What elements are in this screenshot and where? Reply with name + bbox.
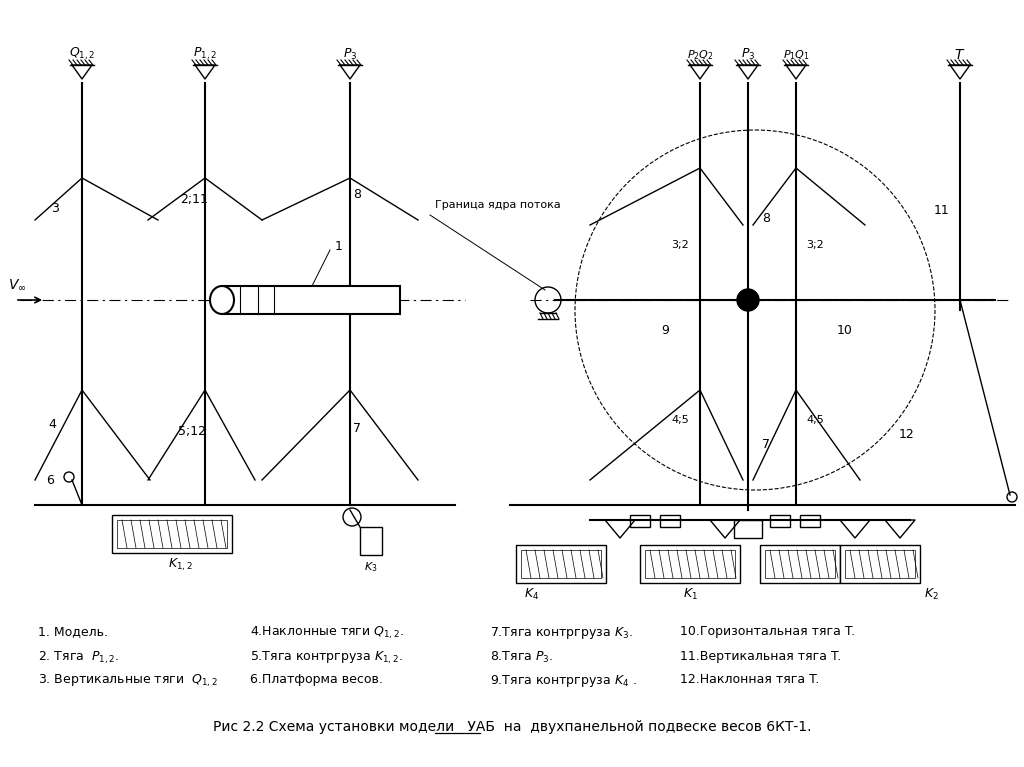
Text: Рис 2.2 Схема установки модели   УАБ  на  двухпанельной подвеске весов 6КТ-1.: Рис 2.2 Схема установки модели УАБ на дв… [213, 720, 811, 734]
Bar [840, 545, 920, 583]
Text: 10: 10 [837, 324, 853, 337]
Text: 2. Тяга  $P_{1,2}$.: 2. Тяга $P_{1,2}$. [38, 650, 120, 667]
Text: 11.Вертикальная тяга T.: 11.Вертикальная тяга T. [680, 650, 842, 663]
Text: $P_3$: $P_3$ [343, 47, 357, 62]
Text: 8: 8 [353, 189, 361, 202]
Text: 6: 6 [46, 473, 54, 486]
Text: $P_1Q_1$: $P_1Q_1$ [782, 48, 810, 62]
Text: 5.Тяга контргруза $K_{1,2}$.: 5.Тяга контргруза $K_{1,2}$. [250, 650, 402, 667]
Bar [845, 550, 915, 578]
Bar [660, 515, 680, 527]
Text: 4.Наклонные тяги $Q_{1,2}$.: 4.Наклонные тяги $Q_{1,2}$. [250, 625, 403, 641]
Text: 1: 1 [335, 241, 343, 254]
Text: 3: 3 [51, 202, 59, 215]
Bar [360, 527, 382, 555]
Text: 9: 9 [662, 324, 669, 337]
Bar [645, 550, 735, 578]
Text: $K_4$: $K_4$ [524, 587, 540, 602]
Text: 5;12: 5;12 [178, 426, 206, 439]
Circle shape [737, 289, 759, 311]
Text: $K_1$: $K_1$ [683, 587, 697, 602]
Text: 8.Тяга $P_3$.: 8.Тяга $P_3$. [490, 650, 553, 665]
Bar [770, 515, 790, 527]
Text: $P_{1,2}$: $P_{1,2}$ [193, 45, 217, 62]
Bar [112, 515, 232, 553]
Text: 6.Платформа весов.: 6.Платформа весов. [250, 673, 383, 686]
Bar [117, 520, 227, 548]
Text: 12: 12 [899, 429, 914, 442]
Text: 10.Горизонтальная тяга T.: 10.Горизонтальная тяга T. [680, 625, 855, 638]
Bar [765, 550, 835, 578]
Ellipse shape [210, 286, 234, 314]
Bar [640, 545, 740, 583]
Text: 3. Вертикальные тяги  $Q_{1,2}$: 3. Вертикальные тяги $Q_{1,2}$ [38, 673, 218, 690]
Text: 11: 11 [934, 203, 950, 216]
Text: 3;2: 3;2 [806, 240, 824, 250]
Bar [521, 550, 601, 578]
Text: 9.Тяга контргруза $K_4$ .: 9.Тяга контргруза $K_4$ . [490, 673, 637, 689]
Text: $T$: $T$ [954, 48, 966, 62]
Text: $Q_{1,2}$: $Q_{1,2}$ [69, 45, 95, 62]
Text: 7: 7 [762, 439, 770, 452]
Text: 7.Тяга контргруза $K_3$.: 7.Тяга контргруза $K_3$. [490, 625, 633, 641]
Bar [516, 545, 606, 583]
Text: 4;5: 4;5 [806, 415, 824, 425]
Text: 1. Модель.: 1. Модель. [38, 625, 108, 638]
Bar [800, 515, 820, 527]
Text: 3;2: 3;2 [671, 240, 689, 250]
Text: 12.Наклонная тяга T.: 12.Наклонная тяга T. [680, 673, 819, 686]
Text: 2;11: 2;11 [180, 193, 208, 206]
Text: 4: 4 [48, 419, 56, 432]
Text: $V_\infty$: $V_\infty$ [8, 278, 27, 292]
Text: $P_2Q_2$: $P_2Q_2$ [686, 48, 714, 62]
Text: $K_{1,2}$: $K_{1,2}$ [168, 557, 193, 574]
Text: 4;5: 4;5 [671, 415, 689, 425]
Bar [760, 545, 840, 583]
Text: Граница ядра потока: Граница ядра потока [435, 200, 561, 210]
Bar [222, 286, 400, 314]
Text: $P_3$: $P_3$ [740, 47, 756, 62]
Text: 7: 7 [353, 422, 361, 434]
Text: $K_2$: $K_2$ [924, 587, 939, 602]
Text: $K_3$: $K_3$ [365, 560, 378, 574]
Bar [630, 515, 650, 527]
Text: 8: 8 [762, 212, 770, 225]
Bar [734, 520, 762, 538]
